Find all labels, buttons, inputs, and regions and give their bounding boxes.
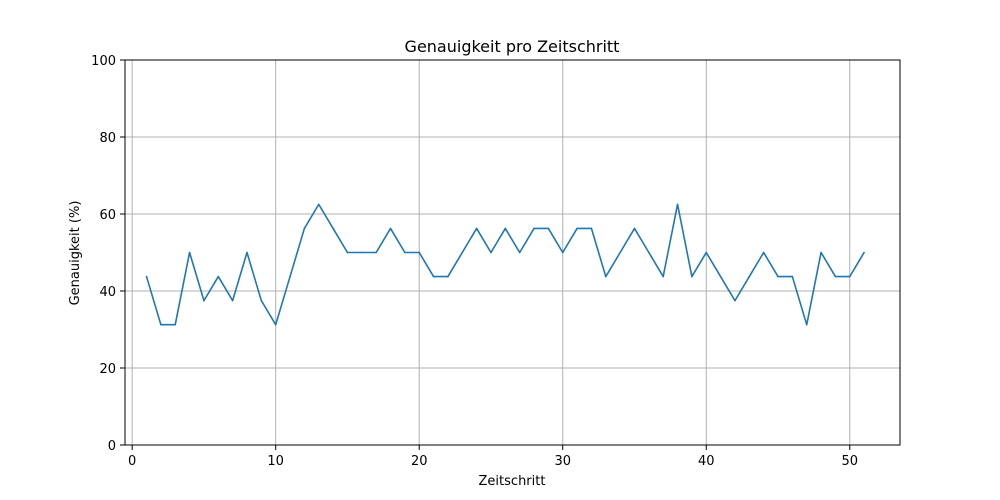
data-point xyxy=(863,251,865,254)
data-point xyxy=(203,299,205,302)
data-point xyxy=(432,275,435,278)
data-point xyxy=(777,275,779,278)
data-point xyxy=(533,227,535,230)
data-point xyxy=(518,251,521,254)
data-point xyxy=(648,251,650,254)
x-tick-label: 0 xyxy=(128,454,136,469)
data-point xyxy=(490,251,492,254)
data-point xyxy=(418,251,421,254)
line-layer xyxy=(145,203,865,326)
data-point xyxy=(475,227,478,230)
data-point xyxy=(160,323,162,326)
data-point xyxy=(662,275,664,278)
data-point xyxy=(604,275,607,278)
data-point xyxy=(762,251,765,254)
data-point xyxy=(404,251,406,254)
data-point xyxy=(633,227,636,230)
x-tick-label: 30 xyxy=(554,454,571,469)
data-point xyxy=(174,323,177,326)
data-point xyxy=(461,251,464,254)
x-tick-label: 20 xyxy=(411,454,428,469)
data-point xyxy=(576,227,578,230)
data-point xyxy=(619,251,621,254)
data-point xyxy=(805,323,808,326)
data-point xyxy=(820,251,822,254)
data-point xyxy=(504,227,507,230)
data-point xyxy=(848,275,851,278)
data-point xyxy=(691,275,693,278)
data-point xyxy=(274,323,277,326)
data-point xyxy=(231,299,234,302)
y-tick-label: 80 xyxy=(99,131,116,146)
data-point xyxy=(188,251,191,254)
data-point xyxy=(346,251,349,254)
data-point xyxy=(289,275,291,278)
data-point xyxy=(676,203,679,206)
data-point xyxy=(590,227,593,230)
data-point xyxy=(260,299,263,302)
data-point xyxy=(303,227,306,230)
data-point xyxy=(332,227,334,230)
data-point xyxy=(561,251,564,254)
data-point xyxy=(375,251,377,254)
chart-title: Genauigkeit pro Zeitschritt xyxy=(405,37,620,56)
data-point xyxy=(547,227,550,230)
data-point xyxy=(447,275,449,278)
x-tick-label: 10 xyxy=(267,454,284,469)
data-point xyxy=(705,251,708,254)
y-tick-label: 40 xyxy=(99,285,116,300)
x-tick-label: 40 xyxy=(698,454,715,469)
y-tick-label: 20 xyxy=(99,362,116,377)
x-tick-label: 50 xyxy=(841,454,858,469)
data-point xyxy=(748,275,751,278)
y-axis-label: Genauigkeit (%) xyxy=(68,201,83,306)
y-tick-label: 100 xyxy=(91,54,116,69)
tick-layer: 0 10 20 30 40 50 0 20 40 60 80 100 xyxy=(91,54,858,469)
data-point xyxy=(145,275,148,278)
x-axis-label: Zeitschritt xyxy=(479,474,546,489)
data-point xyxy=(791,275,794,278)
data-point xyxy=(361,251,363,254)
data-point xyxy=(834,275,837,278)
y-tick-label: 0 xyxy=(108,439,116,454)
plot-frame xyxy=(124,59,901,446)
y-tick-label: 60 xyxy=(99,208,116,223)
data-point xyxy=(734,299,736,302)
data-point xyxy=(317,203,320,206)
data-point xyxy=(389,227,392,230)
data-point xyxy=(217,275,220,278)
data-point xyxy=(719,275,722,278)
data-point xyxy=(246,251,248,254)
